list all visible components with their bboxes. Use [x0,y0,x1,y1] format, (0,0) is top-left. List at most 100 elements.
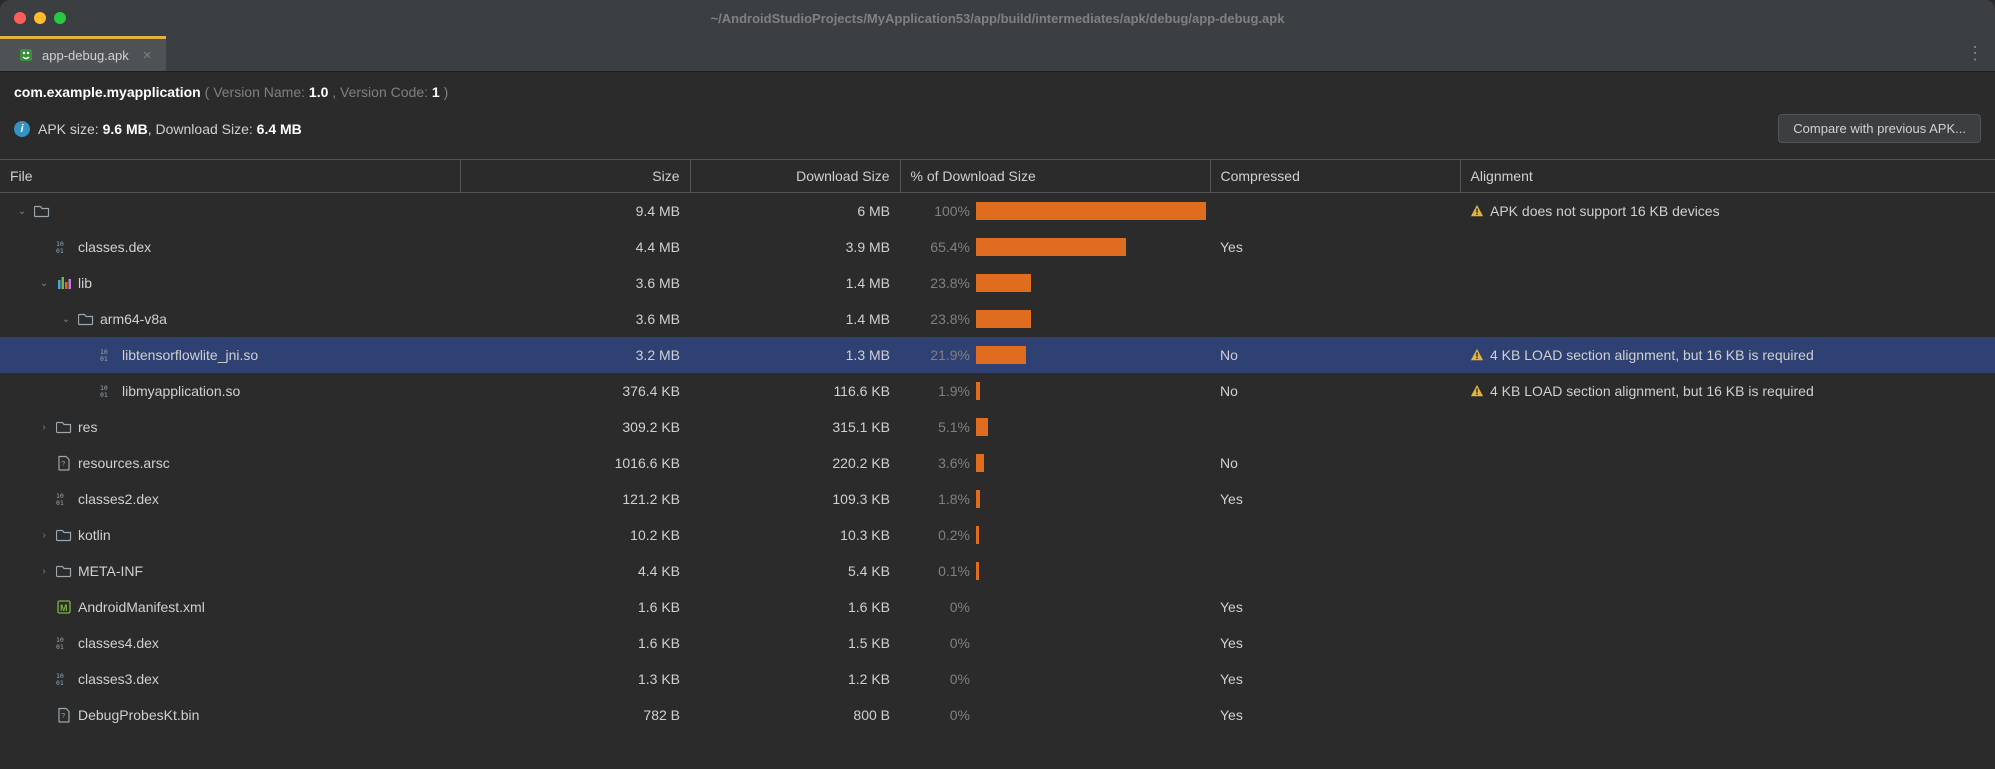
table-row[interactable]: 1001libmyapplication.so376.4 KB116.6 KB1… [0,373,1995,409]
alignment-value [1460,265,1995,301]
size-value: 1016.6 KB [460,445,690,481]
close-window-button[interactable] [14,12,26,24]
table-row[interactable]: ?DebugProbesKt.bin782 B800 B0%Yes [0,697,1995,733]
table-row[interactable]: 1001classes2.dex121.2 KB109.3 KB1.8%Yes [0,481,1995,517]
expand-chevron-icon[interactable]: ⌄ [60,314,72,325]
svg-text:?: ? [61,461,65,468]
compressed-value: Yes [1210,625,1460,661]
warning-icon [1470,204,1484,218]
folder-icon [78,311,94,327]
svg-text:M: M [60,603,68,613]
pct-label: 65.4% [910,239,976,255]
tab-label: app-debug.apk [42,48,129,63]
package-version-line: com.example.myapplication ( Version Name… [14,84,1981,100]
alignment-value [1460,229,1995,265]
table-row[interactable]: ⌄9.4 MB6 MB100%APK does not support 16 K… [0,193,1995,230]
version-code-label: Version Code: [340,84,428,100]
pct-label: 0% [910,671,976,687]
table-row[interactable]: 1001classes4.dex1.6 KB1.5 KB0%Yes [0,625,1995,661]
table-row[interactable]: ?resources.arsc1016.6 KB220.2 KB3.6%No [0,445,1995,481]
expand-chevron-icon[interactable]: › [38,566,50,577]
size-value: 1.3 KB [460,661,690,697]
pct-label: 5.1% [910,419,976,435]
alignment-value [1460,625,1995,661]
compressed-value: Yes [1210,589,1460,625]
download-size-value: 5.4 KB [690,553,900,589]
pct-label: 100% [910,203,976,219]
download-size-value: 109.3 KB [690,481,900,517]
manifest-icon: M [56,599,72,615]
svg-text:01: 01 [56,247,64,255]
size-value: 3.6 MB [460,265,690,301]
table-row[interactable]: 1001classes3.dex1.3 KB1.2 KB0%Yes [0,661,1995,697]
size-value: 1.6 KB [460,625,690,661]
pct-bar-track [976,271,1200,295]
alignment-warning-text: 4 KB LOAD section alignment, but 16 KB i… [1490,347,1814,363]
pct-bar-track [976,523,1200,547]
download-size-value: 10.3 KB [690,517,900,553]
col-pct[interactable]: % of Download Size [900,160,1210,193]
pct-bar-track [976,487,1200,511]
expand-chevron-icon[interactable]: › [38,530,50,541]
tab-overflow-button[interactable]: ⋮ [1966,36,1985,71]
table-row[interactable]: ⌄arm64-v8a3.6 MB1.4 MB23.8% [0,301,1995,337]
pct-label: 1.9% [910,383,976,399]
compressed-value: Yes [1210,481,1460,517]
svg-text:01: 01 [100,391,108,399]
compressed-value [1210,301,1460,337]
size-value: 9.4 MB [460,193,690,230]
expand-chevron-icon[interactable]: ⌄ [38,278,50,289]
file-name: kotlin [78,527,111,543]
alignment-value [1460,409,1995,445]
col-alignment[interactable]: Alignment [1460,160,1995,193]
alignment-warning-text: 4 KB LOAD section alignment, but 16 KB i… [1490,383,1814,399]
compressed-value: Yes [1210,661,1460,697]
apk-file-icon [18,47,34,63]
table-row[interactable]: ›kotlin10.2 KB10.3 KB0.2% [0,517,1995,553]
table-row[interactable]: 1001libtensorflowlite_jni.so3.2 MB1.3 MB… [0,337,1995,373]
download-size-value: 1.6 KB [690,589,900,625]
alignment-value [1460,481,1995,517]
alignment-value [1460,445,1995,481]
col-file[interactable]: File [0,160,460,193]
traffic-lights [0,12,66,24]
col-download-size[interactable]: Download Size [690,160,900,193]
dex-icon: 1001 [56,491,72,507]
apk-size-line: i APK size: 9.6 MB, Download Size: 6.4 M… [14,121,302,137]
expand-chevron-icon[interactable]: › [38,422,50,433]
file-name: lib [78,275,92,291]
col-compressed[interactable]: Compressed [1210,160,1460,193]
pct-bar-track [976,451,1200,475]
file-name: resources.arsc [78,455,170,471]
size-value: 3.2 MB [460,337,690,373]
file-icon: ? [56,455,72,471]
pct-bar [976,526,979,544]
table-row[interactable]: ›res309.2 KB315.1 KB5.1% [0,409,1995,445]
dex-icon: 1001 [56,671,72,687]
col-size[interactable]: Size [460,160,690,193]
table-row[interactable]: MAndroidManifest.xml1.6 KB1.6 KB0%Yes [0,589,1995,625]
apk-metadata-panel: com.example.myapplication ( Version Name… [0,72,1995,149]
size-value: 782 B [460,697,690,733]
tab-app-debug-apk[interactable]: app-debug.apk × [0,36,166,71]
alignment-value [1460,697,1995,733]
expand-chevron-icon[interactable]: ⌄ [16,206,28,217]
minimize-window-button[interactable] [34,12,46,24]
alignment-warning-text: APK does not support 16 KB devices [1490,203,1720,219]
editor-tab-strip: app-debug.apk × ⋮ [0,36,1995,72]
size-value: 3.6 MB [460,301,690,337]
alignment-value [1460,589,1995,625]
table-row[interactable]: 1001classes.dex4.4 MB3.9 MB65.4%Yes [0,229,1995,265]
compare-apk-button[interactable]: Compare with previous APK... [1778,114,1981,143]
alignment-value [1460,553,1995,589]
close-tab-icon[interactable]: × [143,48,152,63]
warning-icon [1470,348,1484,362]
compressed-value [1210,553,1460,589]
compressed-value [1210,265,1460,301]
table-row[interactable]: ›META-INF4.4 KB5.4 KB0.1% [0,553,1995,589]
window-title: ~/AndroidStudioProjects/MyApplication53/… [0,11,1995,26]
compressed-value: No [1210,445,1460,481]
zoom-window-button[interactable] [54,12,66,24]
table-row[interactable]: ⌄lib3.6 MB1.4 MB23.8% [0,265,1995,301]
download-size-value: 315.1 KB [690,409,900,445]
